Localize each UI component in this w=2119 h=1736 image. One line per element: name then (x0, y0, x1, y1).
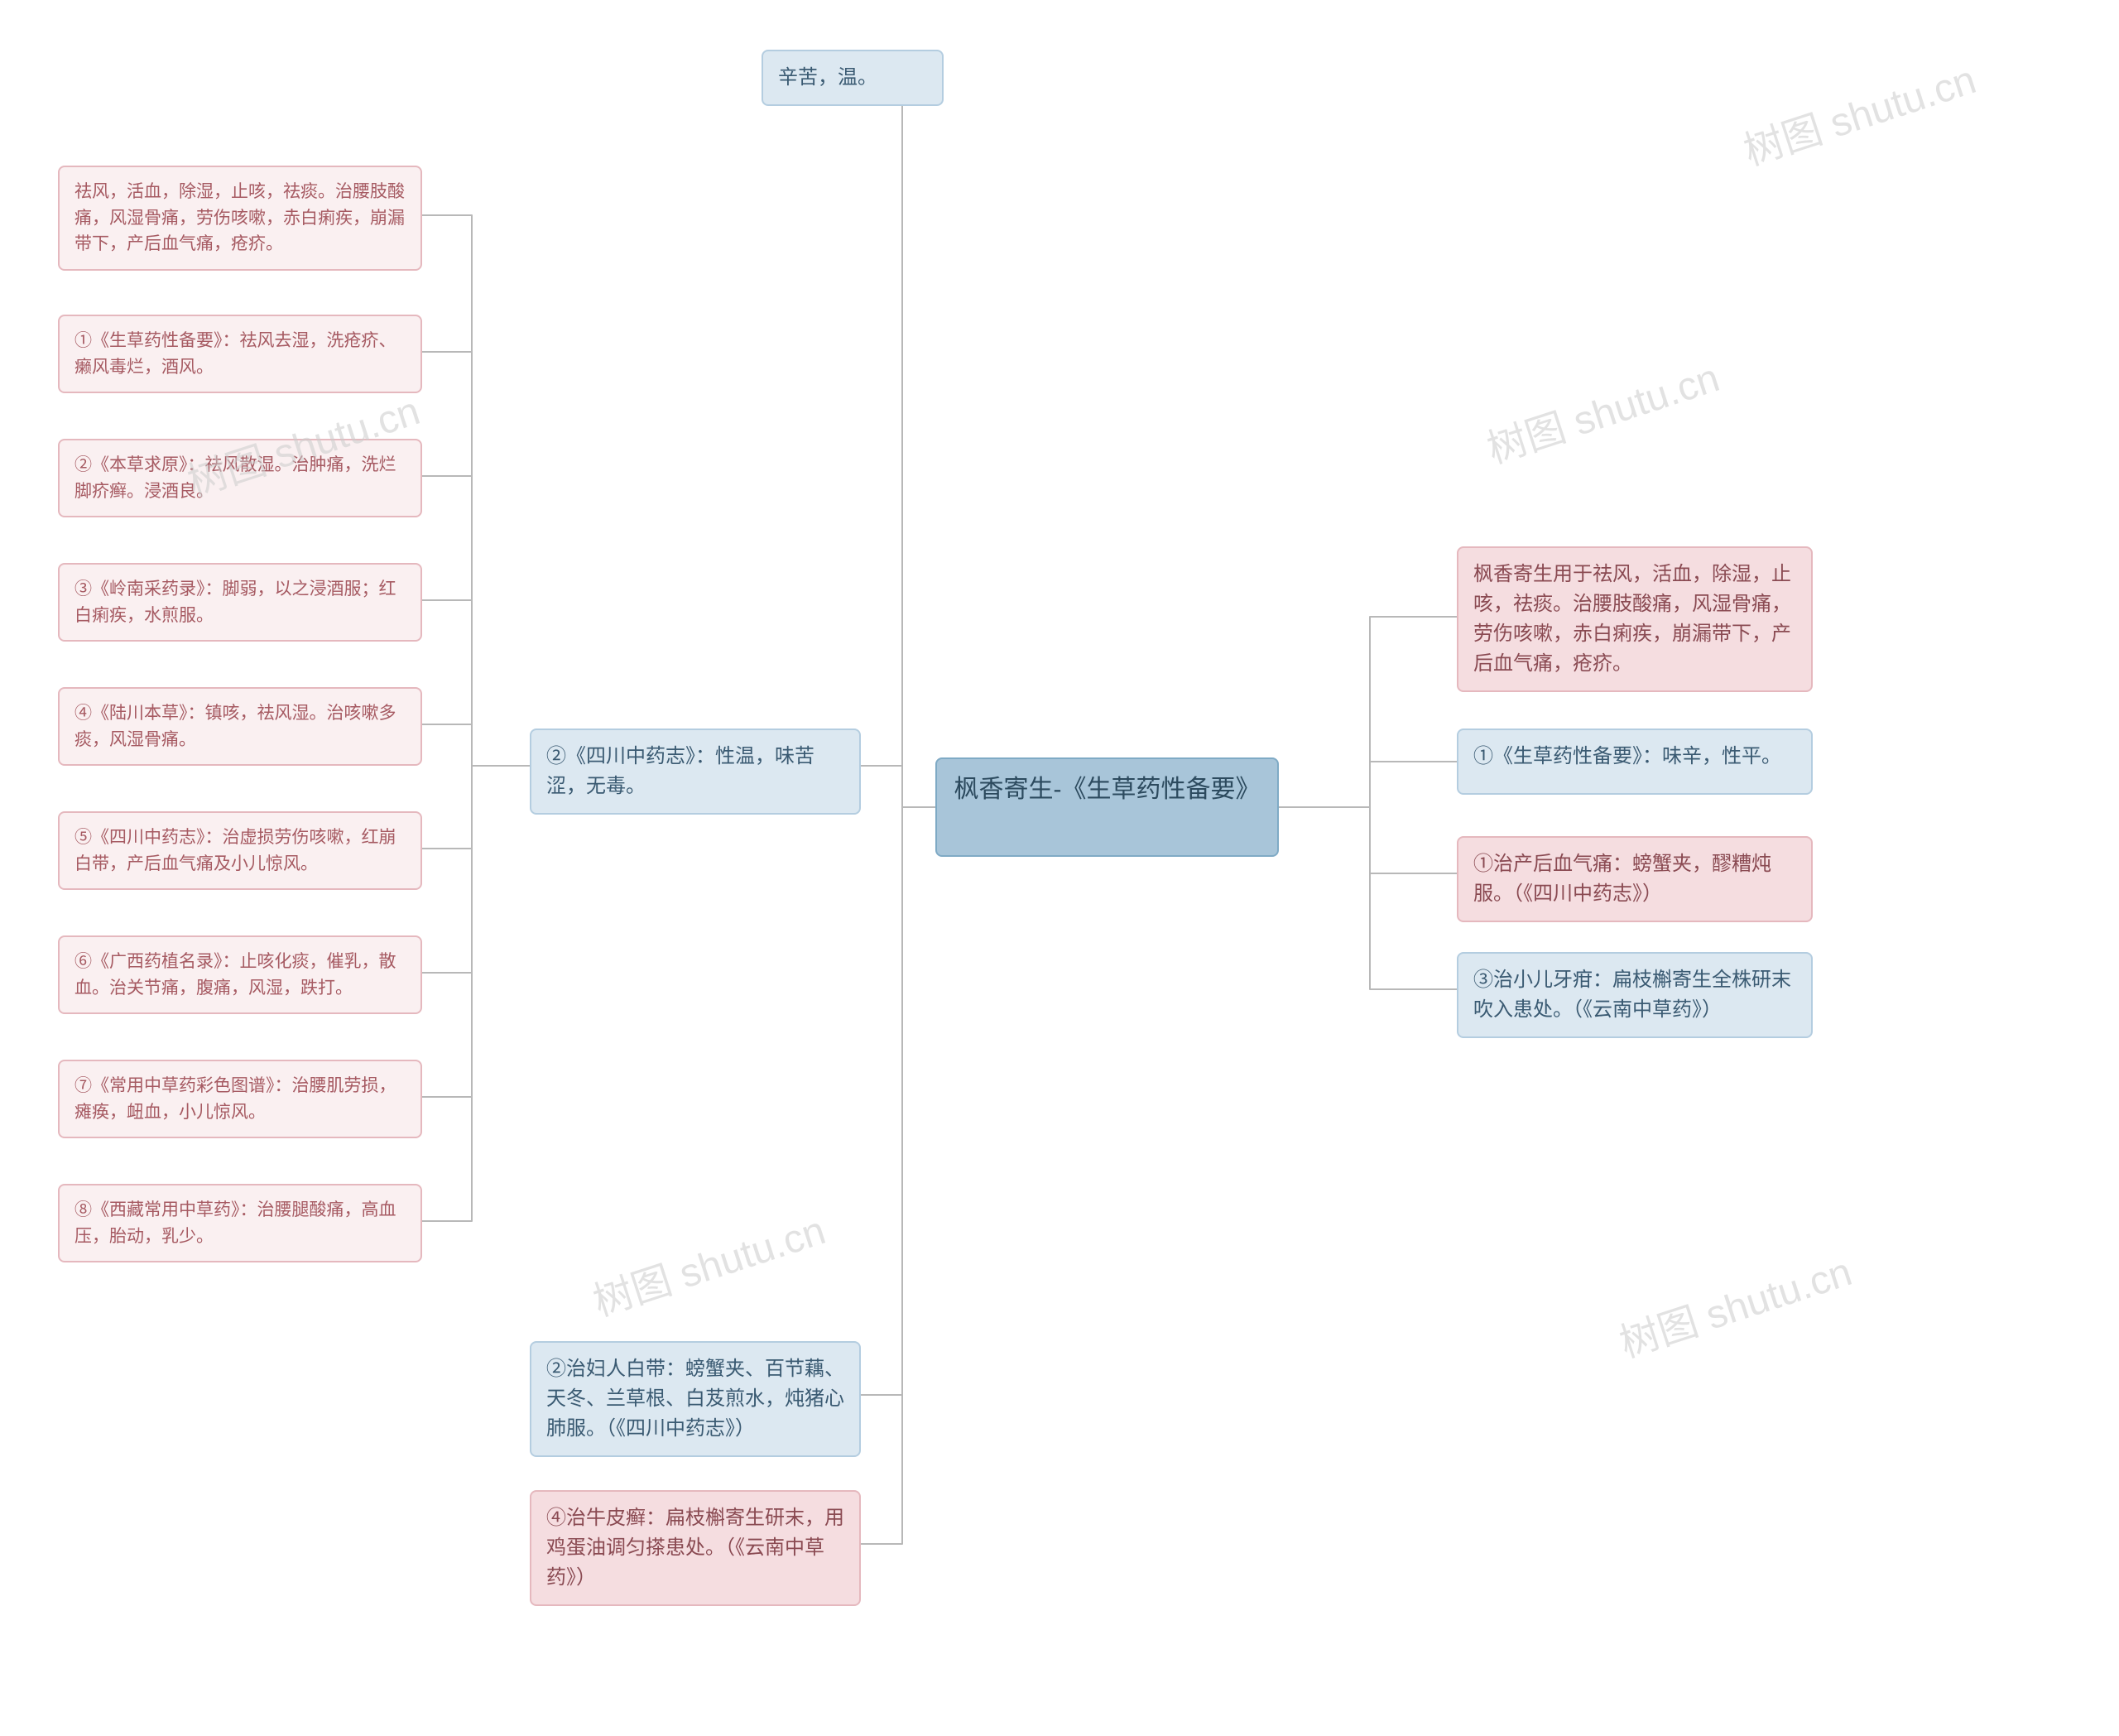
far-left-node-6: ⑤《四川中药志》：治虚损劳伤咳嗽，红崩白带，产后血气痛及小儿惊风。 (58, 811, 422, 890)
watermark: 树图 shutu.cn (1611, 1239, 1857, 1368)
root-node: 枫香寄生-《生草药性备要》 (935, 757, 1279, 857)
far-left-node-2: ①《生草药性备要》：祛风去湿，洗疮疥、癞风毒烂，酒风。 (58, 315, 422, 393)
far-left-node-8: ⑦《常用中草药彩色图谱》：治腰肌劳损，瘫痪，衄血，小儿惊风。 (58, 1060, 422, 1138)
far-left-node-3: ②《本草求原》：祛风散湿。治肿痛，洗烂脚疥癣。浸酒良。 (58, 439, 422, 517)
far-left-node-9: ⑧《西藏常用中草药》：治腰腿酸痛，高血压，胎动，乳少。 (58, 1184, 422, 1262)
watermark: 树图 shutu.cn (1478, 345, 1725, 474)
left-upper-node: 辛苦，温。 (762, 50, 944, 106)
far-left-node-5: ④《陆川本草》：镇咳，祛风湿。治咳嗽多痰，风湿骨痛。 (58, 687, 422, 766)
far-left-node-1: 祛风，活血，除湿，止咳，祛痰。治腰肢酸痛，风湿骨痛，劳伤咳嗽，赤白痢疾，崩漏带下… (58, 166, 422, 271)
right-node-1: 枫香寄生用于祛风，活血，除湿，止咳，祛痰。治腰肢酸痛，风湿骨痛，劳伤咳嗽，赤白痢… (1457, 546, 1813, 692)
watermark: 树图 shutu.cn (584, 1198, 831, 1327)
right-node-2: ①《生草药性备要》：味辛，性平。 (1457, 729, 1813, 795)
left-lower-node-2: ④治牛皮癣：扁枝槲寄生研末，用鸡蛋油调匀搽患处。（《云南中草药》） (530, 1490, 861, 1606)
far-left-node-7: ⑥《广西药植名录》：止咳化痰，催乳，散血。治关节痛，腹痛，风湿，跌打。 (58, 935, 422, 1014)
far-left-node-4: ③《岭南采药录》：脚弱，以之浸酒服；红白痢疾，水煎服。 (58, 563, 422, 642)
left-mid-node: ②《四川中药志》：性温，味苦涩，无毒。 (530, 729, 861, 815)
right-node-4: ③治小儿牙疳：扁枝槲寄生全株研末吹入患处。（《云南中草药》） (1457, 952, 1813, 1038)
left-lower-node-1: ②治妇人白带：螃蟹夹、百节藕、天冬、兰草根、白芨煎水，炖猪心肺服。（《四川中药志… (530, 1341, 861, 1457)
watermark: 树图 shutu.cn (1735, 47, 1982, 176)
right-node-3: ①治产后血气痛：螃蟹夹，醪糟炖服。（《四川中药志》） (1457, 836, 1813, 922)
